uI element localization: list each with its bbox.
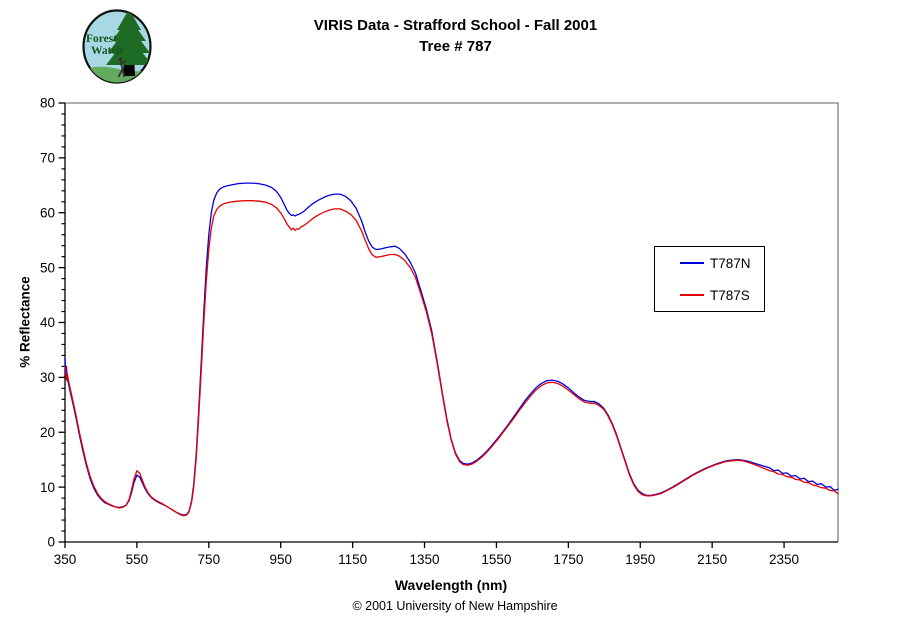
copyright-text: © 2001 University of New Hampshire xyxy=(352,599,558,613)
y-tick-label: 50 xyxy=(40,260,55,275)
logo-text-watch: Watch xyxy=(91,45,124,57)
x-tick-label: 2150 xyxy=(697,552,727,567)
legend-item-t787s: T787S xyxy=(655,288,764,303)
x-axis: 350 550 750 950 1150 1350 1550 1750 1950 2150 2350 xyxy=(54,541,838,567)
x-tick-label: 1550 xyxy=(481,552,511,567)
y-tick-label: 30 xyxy=(40,370,55,385)
y-axis: 0 10 20 30 40 50 60 70 80 xyxy=(40,96,66,550)
chart-title: VIRIS Data - Strafford School - Fall 200… xyxy=(0,15,911,57)
x-tick-label: 750 xyxy=(198,552,221,567)
title-line-1: VIRIS Data - Strafford School - Fall 200… xyxy=(313,17,598,34)
x-tick-label: 1350 xyxy=(410,552,440,567)
x-tick-label: 350 xyxy=(54,552,77,567)
title-line-2: Tree # 787 xyxy=(419,38,492,55)
x-tick-label: 1150 xyxy=(338,552,367,567)
y-tick-label: 80 xyxy=(40,96,55,111)
plot-frame xyxy=(65,102,839,542)
legend: T787N T787S xyxy=(654,246,765,312)
y-tick-label: 70 xyxy=(40,151,55,166)
forest-watch-logo: Forest Watch xyxy=(82,9,152,84)
legend-label-t787n: T787N xyxy=(710,255,751,271)
series-lines xyxy=(64,182,839,517)
legend-item-t787n: T787N xyxy=(655,256,764,271)
x-tick-label: 1950 xyxy=(625,552,655,567)
y-tick-label: 20 xyxy=(40,425,55,440)
x-axis-title: Wavelength (nm) xyxy=(394,577,508,593)
y-axis-title: % Reflectance xyxy=(17,276,33,368)
y-tick-label: 40 xyxy=(40,315,55,330)
y-tick-label: 0 xyxy=(47,535,55,550)
series-line-t787s xyxy=(64,200,839,517)
y-tick-label: 60 xyxy=(40,205,55,220)
legend-line-swatch-t787n xyxy=(680,262,704,264)
legend-label-t787s: T787S xyxy=(710,287,750,303)
logo-text-forest: Forest xyxy=(86,33,117,45)
x-tick-label: 950 xyxy=(269,552,292,567)
x-tick-label: 1750 xyxy=(553,552,583,567)
logo-person xyxy=(117,57,126,78)
legend-line-swatch-t787s xyxy=(680,294,704,296)
logo-tree-foliage xyxy=(106,10,151,65)
x-tick-label: 550 xyxy=(126,552,149,567)
y-tick-label: 10 xyxy=(40,480,55,495)
series-line-t787n xyxy=(64,182,839,516)
x-tick-label: 2350 xyxy=(769,552,799,567)
